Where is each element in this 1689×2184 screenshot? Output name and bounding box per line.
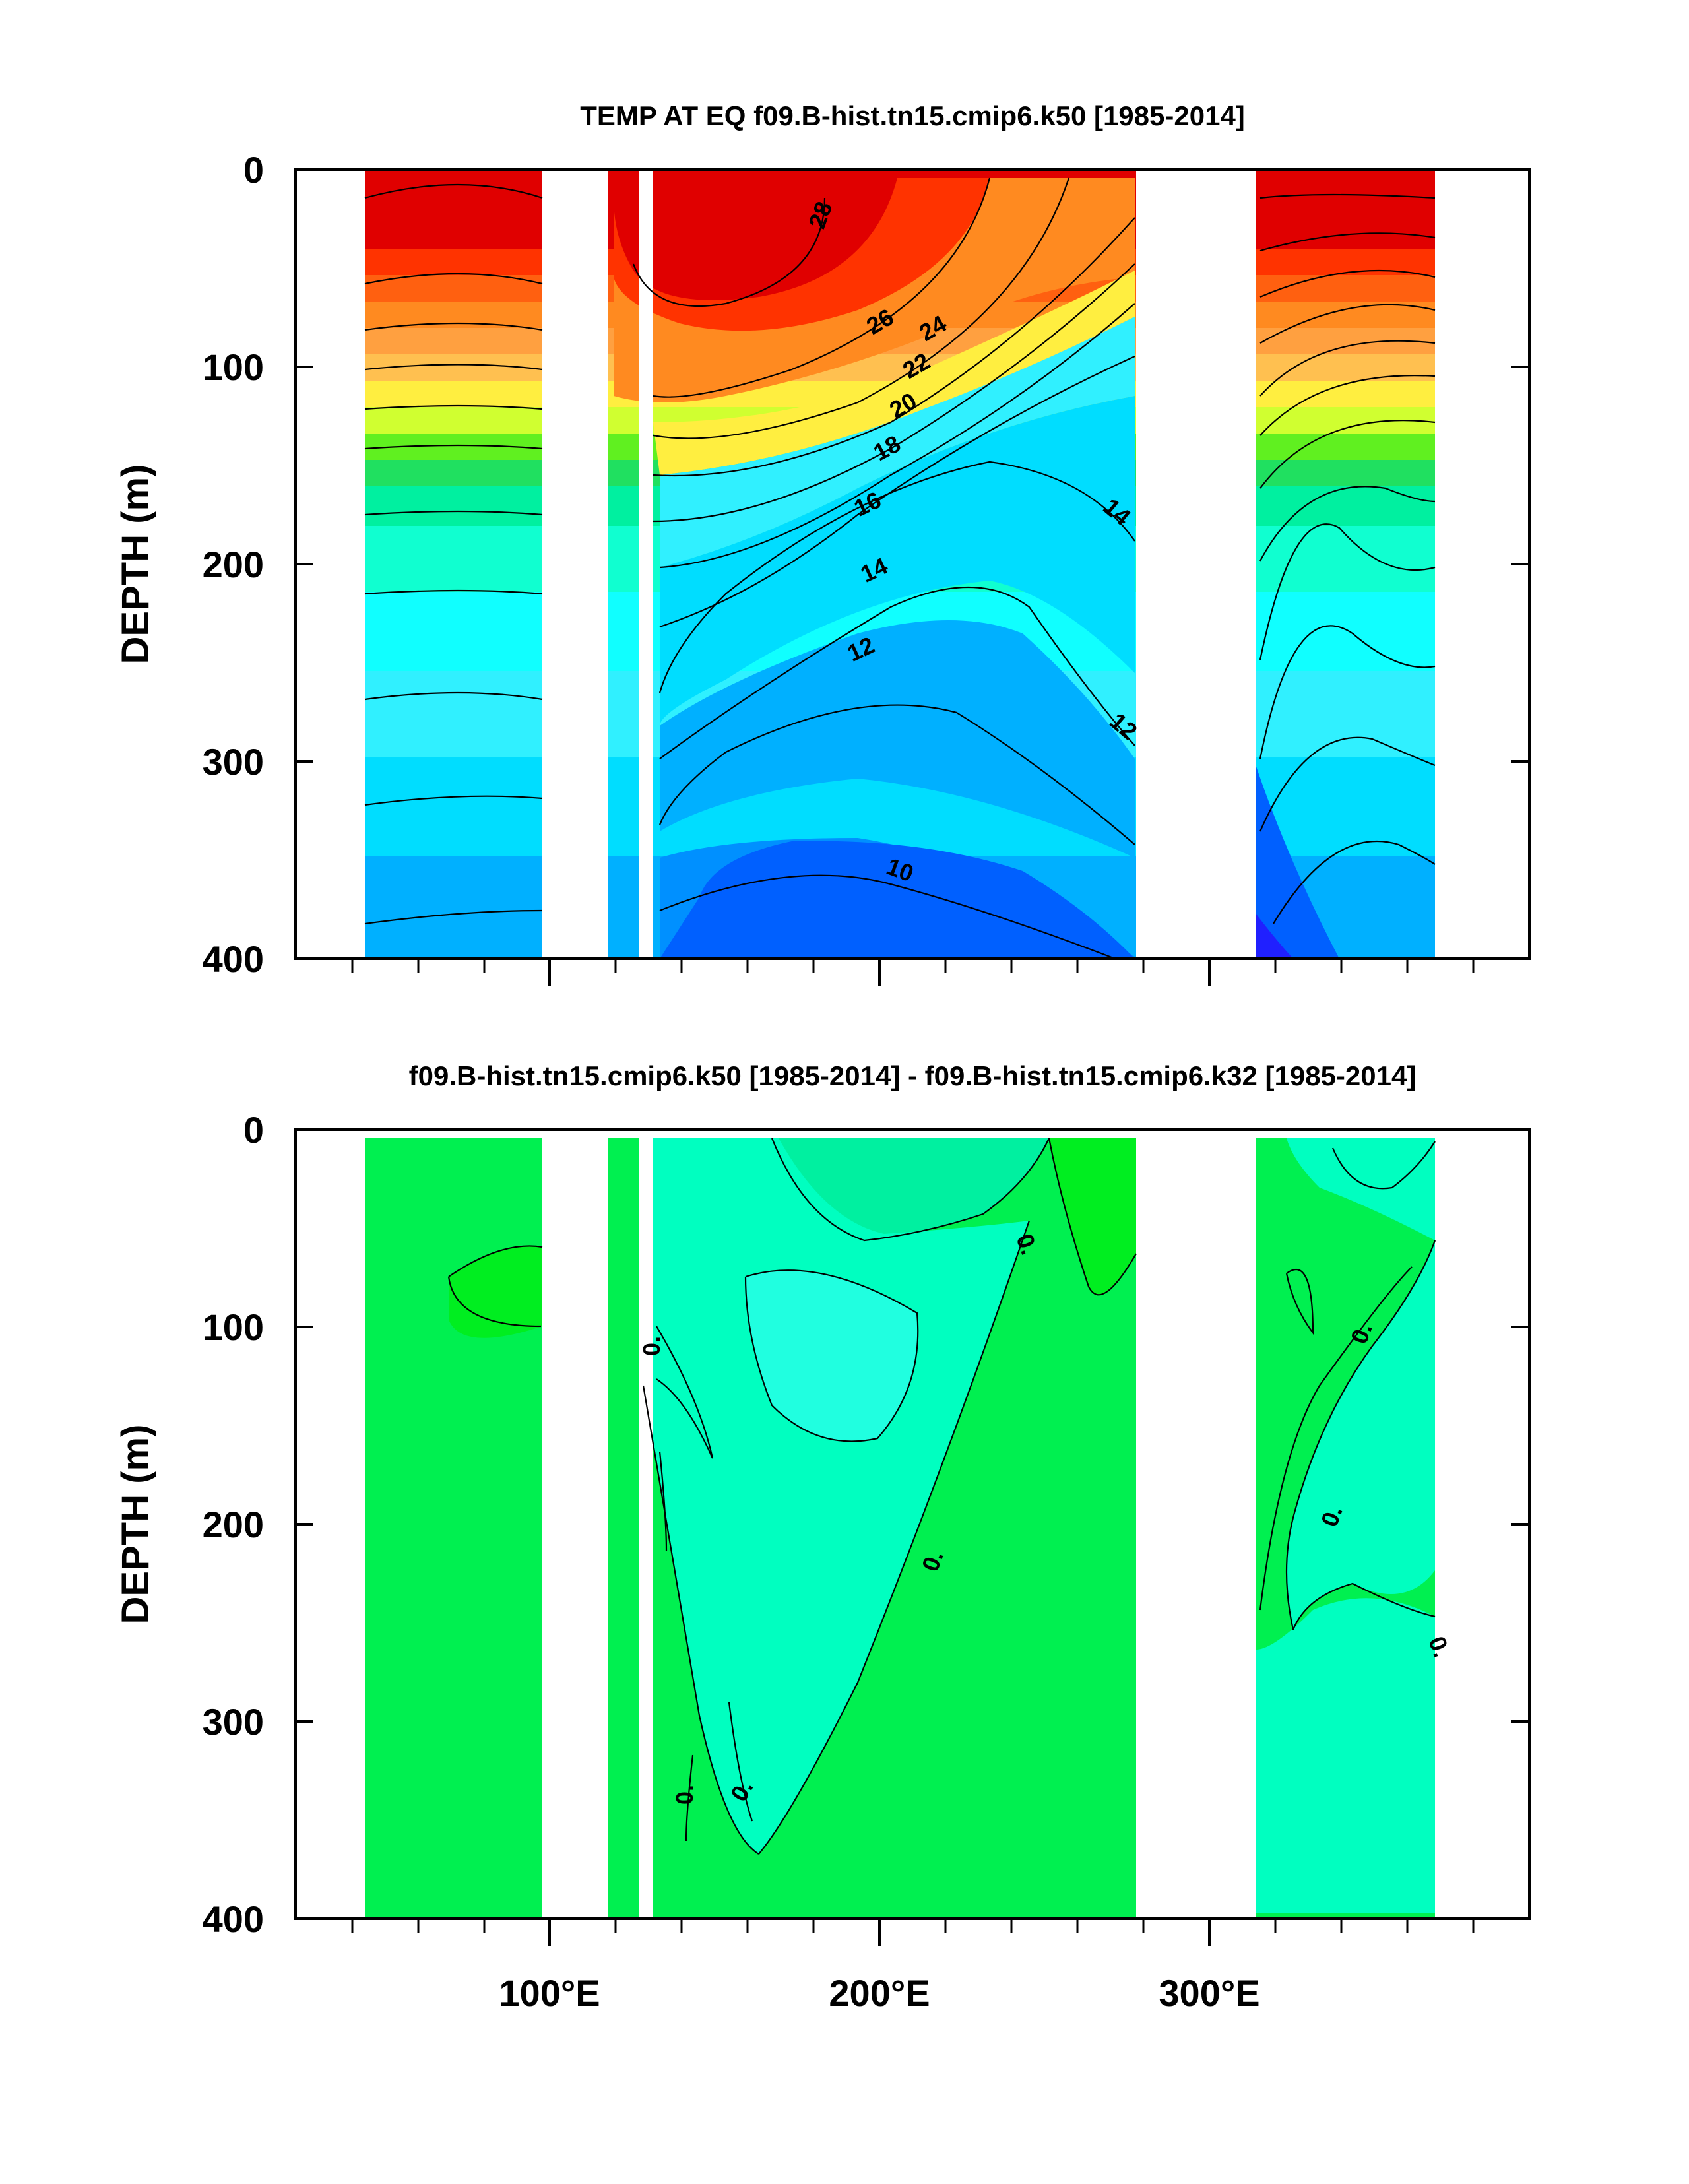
panel1-land-mask — [296, 170, 1529, 959]
contour-label: 0. — [671, 1785, 698, 1805]
panel2-plot-area: 0. 0. 0. 0. 0. 0. 0. 0. — [296, 1130, 1529, 1919]
panel2-y-axis-label: DEPTH (m) — [114, 1425, 157, 1624]
temperature-section-panel: TEMP AT EQ f09.B-hist.tn15.cmip6.k50 [19… — [114, 100, 1531, 986]
panel2-ytick-label: 0 — [243, 1109, 264, 1151]
panel1-y-ticks — [296, 168, 1529, 960]
panel2-ytick-label: 200 — [203, 1504, 264, 1545]
panel2-contour-lines — [447, 1138, 1436, 1855]
panel2-ytick-label: 100 — [203, 1306, 264, 1348]
panel1-title: TEMP AT EQ f09.B-hist.tn15.cmip6.k50 [19… — [580, 100, 1245, 131]
panel1-pacific-structure — [614, 178, 1339, 959]
panel2-x-ticks — [351, 1919, 1475, 1946]
panel2-ytick-label: 300 — [203, 1701, 264, 1743]
panel1-ytick-label: 0 — [243, 149, 264, 191]
panel2-fill — [365, 1138, 1435, 1919]
difference-section-panel: f09.B-hist.tn15.cmip6.k50 [1985-2014] - … — [114, 1060, 1531, 2014]
contour-label: 0. — [638, 1336, 665, 1356]
x-tick-label-100E: 100°E — [499, 1972, 600, 2014]
panel1-ytick-label: 400 — [203, 938, 264, 980]
panel1-x-ticks — [351, 959, 1475, 986]
panel1-y-axis-label: DEPTH (m) — [114, 465, 157, 664]
panel2-y-ticks — [296, 1128, 1529, 1920]
x-tick-label-300E: 300°E — [1159, 1972, 1259, 2014]
panel1-axes: 0 100 200 300 400 DEPTH (m) — [114, 149, 1531, 986]
panel2-land-mask — [296, 1130, 1529, 1919]
panel1-plot-area: 28 26 24 22 20 18 16 14 14 12 12 10 — [296, 170, 1529, 959]
panel2-ytick-label: 400 — [203, 1898, 264, 1940]
panel2-axes: 0 100 200 300 400 DEPTH (m) 100°E 200°E … — [114, 1109, 1531, 2014]
panel1-ytick-label: 200 — [203, 544, 264, 585]
x-tick-label-200E: 200°E — [829, 1972, 930, 2014]
panel1-contour-lines — [364, 177, 1436, 959]
panel2-title: f09.B-hist.tn15.cmip6.k50 [1985-2014] - … — [409, 1060, 1417, 1091]
panel1-ytick-label: 100 — [203, 346, 264, 388]
panel1-ytick-label: 300 — [203, 741, 264, 783]
